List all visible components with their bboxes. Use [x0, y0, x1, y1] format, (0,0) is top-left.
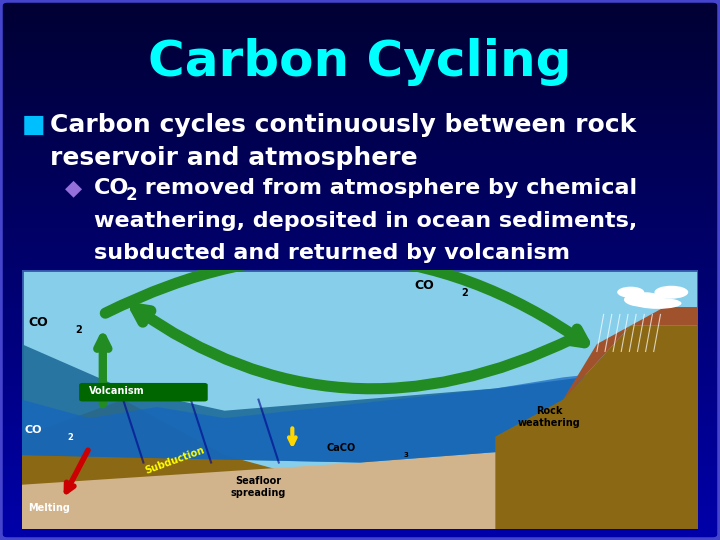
- Text: 2: 2: [76, 325, 83, 335]
- Text: Subduction: Subduction: [143, 445, 206, 476]
- FancyArrowPatch shape: [105, 256, 585, 343]
- Text: CaCO: CaCO: [326, 443, 356, 454]
- Polygon shape: [22, 362, 698, 463]
- Polygon shape: [22, 400, 292, 529]
- Text: removed from atmosphere by chemical: removed from atmosphere by chemical: [137, 178, 637, 198]
- FancyArrowPatch shape: [66, 450, 88, 491]
- Polygon shape: [563, 307, 698, 400]
- FancyBboxPatch shape: [79, 383, 207, 401]
- Text: ■: ■: [22, 113, 45, 137]
- Text: weathering, deposited in ocean sediments,: weathering, deposited in ocean sediments…: [94, 211, 637, 231]
- Text: Melting: Melting: [28, 503, 71, 512]
- Text: 2: 2: [126, 186, 138, 204]
- FancyArrowPatch shape: [135, 308, 574, 389]
- Text: reservoir and atmosphere: reservoir and atmosphere: [50, 146, 418, 170]
- Text: CO: CO: [94, 178, 129, 198]
- Text: subducted and returned by volcanism: subducted and returned by volcanism: [94, 243, 570, 263]
- Polygon shape: [22, 437, 698, 529]
- Text: Rock
weathering: Rock weathering: [518, 406, 581, 428]
- Text: CO: CO: [414, 279, 434, 292]
- Polygon shape: [22, 344, 698, 463]
- Ellipse shape: [624, 292, 665, 307]
- FancyArrowPatch shape: [97, 338, 109, 404]
- Text: ◆: ◆: [65, 178, 82, 198]
- Ellipse shape: [634, 298, 681, 309]
- Text: 2: 2: [462, 288, 468, 298]
- FancyArrowPatch shape: [289, 428, 296, 444]
- Text: CO: CO: [28, 315, 48, 328]
- Text: Volcanism: Volcanism: [89, 386, 145, 396]
- Text: Carbon Cycling: Carbon Cycling: [148, 38, 572, 86]
- Text: 3: 3: [404, 452, 409, 458]
- Text: Seafloor
spreading: Seafloor spreading: [231, 476, 286, 498]
- Ellipse shape: [654, 286, 688, 299]
- FancyBboxPatch shape: [22, 270, 698, 529]
- Text: Carbon cycles continuously between rock: Carbon cycles continuously between rock: [50, 113, 636, 137]
- Text: 2: 2: [68, 433, 73, 442]
- Ellipse shape: [617, 287, 644, 298]
- Polygon shape: [495, 326, 698, 529]
- Text: CO: CO: [25, 425, 42, 435]
